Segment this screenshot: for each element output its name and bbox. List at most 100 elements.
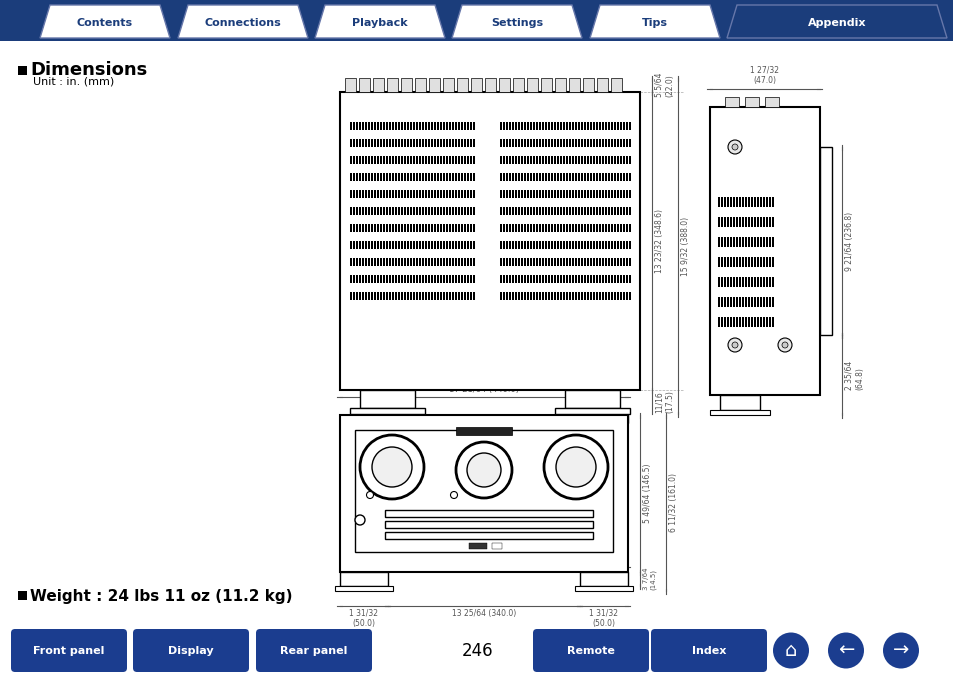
Circle shape: [772, 633, 808, 668]
Bar: [416, 190, 417, 198]
Text: Unit : in. (mm): Unit : in. (mm): [33, 77, 114, 87]
Bar: [628, 207, 630, 215]
Bar: [580, 292, 582, 300]
Bar: [400, 241, 402, 249]
Bar: [395, 190, 396, 198]
Bar: [547, 190, 550, 198]
Bar: [473, 122, 475, 130]
Bar: [436, 207, 438, 215]
Bar: [768, 237, 770, 247]
Bar: [434, 258, 436, 266]
Bar: [413, 292, 415, 300]
Bar: [0, 38, 953, 41]
Bar: [499, 275, 501, 283]
Bar: [617, 207, 618, 215]
Bar: [416, 139, 417, 147]
Bar: [449, 275, 451, 283]
Bar: [718, 237, 720, 247]
Bar: [361, 224, 364, 232]
Bar: [762, 297, 764, 307]
Bar: [365, 275, 367, 283]
Bar: [392, 139, 394, 147]
Bar: [575, 292, 577, 300]
Bar: [439, 275, 441, 283]
Bar: [455, 224, 456, 232]
Bar: [729, 217, 731, 227]
Bar: [418, 275, 420, 283]
Bar: [617, 173, 618, 181]
Bar: [455, 241, 456, 249]
Bar: [559, 156, 561, 164]
Bar: [551, 224, 553, 232]
Bar: [382, 224, 385, 232]
Bar: [547, 292, 550, 300]
Bar: [723, 257, 725, 267]
Bar: [520, 190, 522, 198]
Bar: [565, 139, 567, 147]
Text: 3 7/64
(14.5): 3 7/64 (14.5): [642, 568, 656, 590]
Bar: [747, 277, 749, 287]
Bar: [413, 173, 415, 181]
Bar: [424, 156, 427, 164]
Circle shape: [556, 447, 596, 487]
Bar: [446, 190, 448, 198]
Bar: [473, 207, 475, 215]
Bar: [389, 258, 391, 266]
Bar: [762, 237, 764, 247]
Bar: [625, 292, 627, 300]
Bar: [526, 241, 529, 249]
Bar: [374, 207, 375, 215]
Bar: [407, 173, 409, 181]
Bar: [578, 122, 579, 130]
Bar: [515, 139, 517, 147]
Bar: [460, 190, 462, 198]
Bar: [536, 173, 537, 181]
Bar: [434, 241, 436, 249]
Bar: [554, 275, 556, 283]
Bar: [18, 66, 27, 75]
Bar: [509, 275, 511, 283]
Bar: [355, 275, 357, 283]
Bar: [371, 156, 373, 164]
Bar: [601, 156, 603, 164]
Bar: [358, 224, 360, 232]
Bar: [473, 241, 475, 249]
Bar: [580, 190, 582, 198]
Bar: [395, 207, 396, 215]
Bar: [541, 258, 543, 266]
Bar: [499, 139, 501, 147]
Bar: [741, 217, 743, 227]
Bar: [568, 139, 571, 147]
Bar: [424, 241, 427, 249]
Bar: [536, 275, 537, 283]
Bar: [379, 156, 381, 164]
Bar: [386, 275, 388, 283]
Bar: [598, 190, 600, 198]
Bar: [410, 241, 412, 249]
Bar: [392, 173, 394, 181]
Bar: [610, 122, 613, 130]
Bar: [361, 241, 364, 249]
Bar: [589, 173, 592, 181]
Bar: [382, 241, 385, 249]
Bar: [601, 292, 603, 300]
Bar: [463, 139, 465, 147]
Bar: [526, 139, 529, 147]
Bar: [598, 173, 600, 181]
Bar: [358, 275, 360, 283]
Bar: [0, 0, 953, 38]
Bar: [431, 241, 433, 249]
Bar: [452, 190, 454, 198]
Bar: [625, 241, 627, 249]
Bar: [523, 258, 525, 266]
Bar: [628, 139, 630, 147]
Circle shape: [731, 144, 738, 150]
Bar: [386, 139, 388, 147]
Bar: [365, 173, 367, 181]
Bar: [583, 275, 585, 283]
Bar: [392, 258, 394, 266]
Bar: [578, 156, 579, 164]
Bar: [452, 292, 454, 300]
Bar: [568, 190, 571, 198]
Bar: [505, 122, 507, 130]
